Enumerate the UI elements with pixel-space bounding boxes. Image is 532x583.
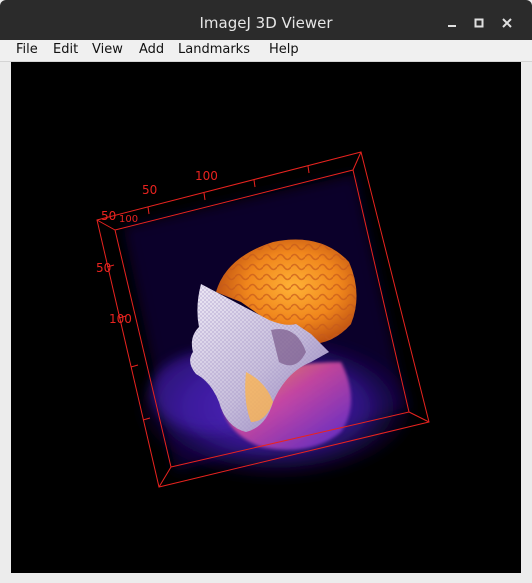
minimize-icon xyxy=(446,17,458,29)
axis-label-corner-100: 100 xyxy=(119,214,138,225)
close-icon xyxy=(501,17,513,29)
maximize-icon xyxy=(473,17,485,29)
axis-label-top-100: 100 xyxy=(195,169,218,183)
menu-add[interactable]: Add xyxy=(139,40,164,61)
3d-viewport[interactable]: 50 100 50 100 50 100 xyxy=(11,62,521,573)
menu-view[interactable]: View xyxy=(92,40,123,61)
minimize-button[interactable] xyxy=(443,14,461,32)
close-button[interactable] xyxy=(498,14,516,32)
volume-render-canvas[interactable]: 50 100 50 100 50 100 xyxy=(11,62,521,573)
axis-label-left-50b: 50 xyxy=(96,261,111,275)
menu-edit[interactable]: Edit xyxy=(53,40,78,61)
title-bar[interactable]: ImageJ 3D Viewer xyxy=(0,0,532,40)
menu-landmarks[interactable]: Landmarks xyxy=(178,40,250,61)
menu-bar: File Edit View Add Landmarks Help xyxy=(0,40,532,62)
axis-label-left-50a: 50 xyxy=(101,209,116,223)
menu-help[interactable]: Help xyxy=(269,40,299,61)
axis-label-left-100: 100 xyxy=(109,312,132,326)
menu-file[interactable]: File xyxy=(16,40,38,61)
maximize-button[interactable] xyxy=(470,14,488,32)
window-bottom-border xyxy=(0,573,532,583)
axis-label-top-50: 50 xyxy=(142,183,157,197)
